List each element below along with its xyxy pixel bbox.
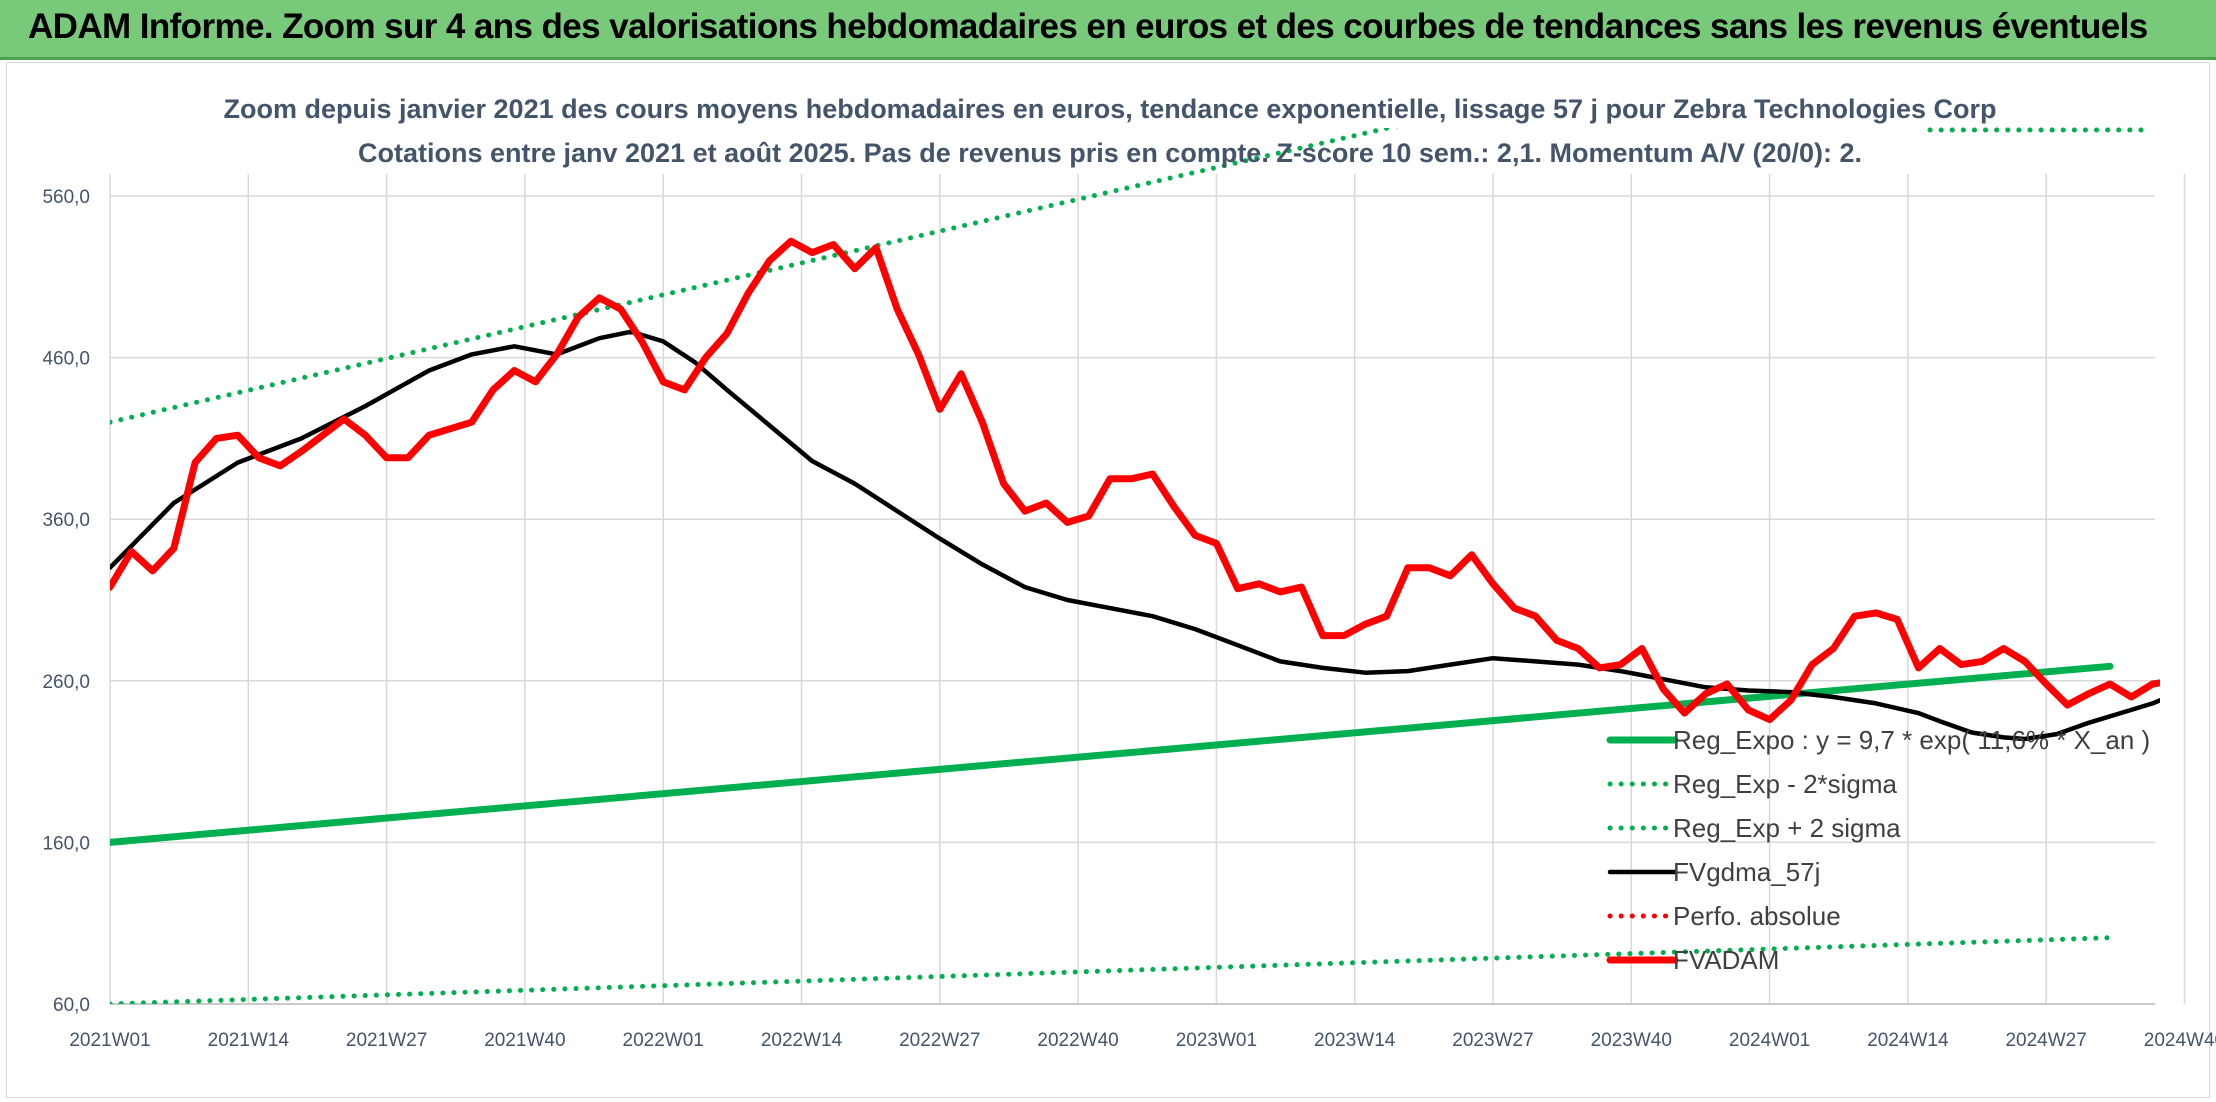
x-tick-label: 2021W27 xyxy=(346,1030,427,1051)
y-tick-label: 460,0 xyxy=(42,349,90,370)
legend-label: Reg_Exp + 2 sigma xyxy=(1673,813,1901,843)
x-tick-label: 2022W01 xyxy=(623,1030,704,1051)
legend-label: Perfo. absolue xyxy=(1673,901,1841,931)
report-title: ADAM Informe. Zoom sur 4 ans des valoris… xyxy=(28,7,2148,46)
chart-title: Zoom depuis janvier 2021 des cours moyen… xyxy=(223,94,1996,124)
fvadam-line xyxy=(110,237,2160,724)
legend-label: FVADAM xyxy=(1673,945,1779,975)
y-tick-label: 560,0 xyxy=(42,187,90,208)
y-tick-label: 160,0 xyxy=(42,833,90,854)
x-axis: 2021W01 2021W14 2021W27 2021W40 2022W01 2022W… xyxy=(69,1030,2216,1051)
reg-expo-line xyxy=(110,662,2114,846)
y-axis: 560,0 460,0 360,0 260,0 160,0 60,0 xyxy=(42,187,90,1016)
x-tick-label: 2023W40 xyxy=(1591,1030,1672,1051)
legend-label: FVgdma_57j xyxy=(1673,857,1820,887)
legend-label: Reg_Exp - 2*sigma xyxy=(1673,769,1898,799)
x-tick-label: 2022W27 xyxy=(899,1030,980,1051)
x-tick-label: 2021W40 xyxy=(484,1030,565,1051)
x-tick-label: 2021W14 xyxy=(208,1030,290,1051)
y-tick-label: 60,0 xyxy=(53,995,90,1016)
x-tick-label: 2023W14 xyxy=(1314,1030,1396,1051)
chart-subtitle: Cotations entre janv 2021 et août 2025. … xyxy=(358,138,1862,168)
x-tick-label: 2022W40 xyxy=(1037,1030,1118,1051)
x-tick-label: 2023W01 xyxy=(1176,1030,1257,1051)
chart-frame xyxy=(6,62,2210,1098)
reg-exp-minus-2sigma-line xyxy=(110,935,2113,1004)
x-tick-label: 2024W01 xyxy=(1729,1030,1810,1051)
report-header: ADAM Informe. Zoom sur 4 ans des valoris… xyxy=(0,0,2216,60)
legend-label: Reg_Expo : y = 9,7 * exp( 11,6% * X_an ) xyxy=(1673,725,2150,755)
x-tick-label: 2024W40 xyxy=(2144,1030,2216,1051)
fvgdma-57j-line xyxy=(110,329,2160,742)
grid-lines xyxy=(109,174,2186,1005)
x-tick-label: 2021W01 xyxy=(69,1030,150,1051)
series-layer xyxy=(110,128,2160,1004)
y-tick-label: 260,0 xyxy=(42,672,90,693)
y-tick-label: 360,0 xyxy=(42,510,90,531)
x-tick-label: 2024W14 xyxy=(1867,1030,1949,1051)
x-tick-label: 2023W27 xyxy=(1452,1030,1533,1051)
reg-exp-plus-2sigma-line xyxy=(110,128,1399,425)
x-tick-label: 2022W14 xyxy=(761,1030,843,1051)
chart-legend: Reg_Expo : y = 9,7 * exp( 11,6% * X_an )… xyxy=(1606,725,2150,975)
x-tick-label: 2024W27 xyxy=(2005,1030,2086,1051)
